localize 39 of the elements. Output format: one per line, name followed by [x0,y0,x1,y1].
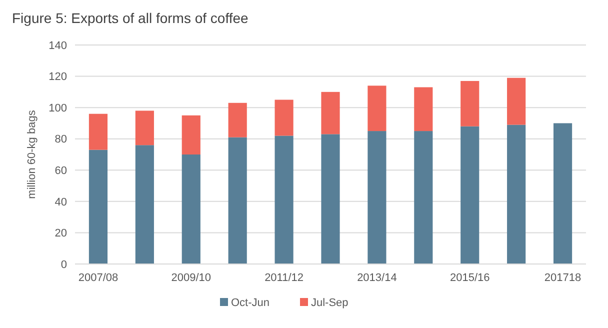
bar [321,92,340,134]
chart-title: Figure 5: Exports of all forms of coffee [12,10,249,26]
bar [507,124,526,264]
y-tick-label: 60 [54,164,67,177]
y-tick-label: 120 [48,71,67,84]
bar [228,137,247,264]
bar [274,100,294,136]
bar [88,150,108,264]
y-tick-label: 40 [54,196,67,208]
y-tick-label: 0 [60,258,67,271]
legend-label: Oct-Jun [231,297,270,309]
y-axis-title: million 60-kg bags [26,110,38,199]
bar [414,87,433,132]
x-tick-label: 2007/08 [78,272,118,284]
legend-label: Jul-Sep [311,297,348,309]
bar [460,80,480,126]
bar [182,154,200,264]
bar [321,134,340,264]
bar [182,115,200,154]
bar [88,114,108,150]
bar [368,131,386,264]
bar [368,86,386,132]
y-tick-label: 20 [54,228,67,240]
bar [460,126,480,264]
bar [135,145,154,264]
x-tick-label: 2011/12 [264,272,304,284]
x-tick-label: 2015/16 [450,272,490,284]
bar [135,110,154,146]
bar [553,123,572,264]
x-tick-label: 2009/10 [171,272,212,284]
y-tick-label: 100 [48,102,67,114]
y-tick-label: 80 [54,134,67,146]
x-tick-label: 2013/14 [357,272,397,284]
y-tick-label: 140 [48,40,67,52]
bar [414,131,433,264]
bar [228,102,247,138]
bar [507,78,526,125]
x-tick-label: 201718 [544,272,582,284]
bar [274,136,294,264]
